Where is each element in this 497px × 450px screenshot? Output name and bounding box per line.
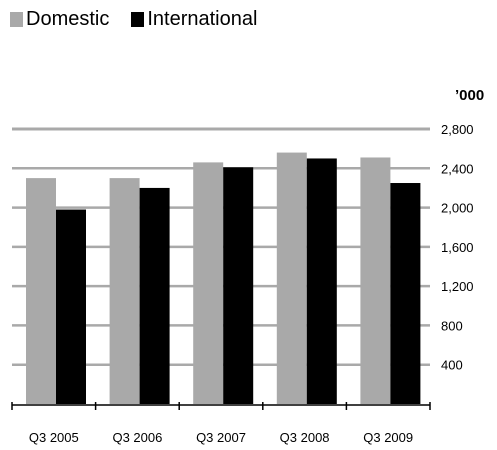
x-tick-label: Q3 2006 bbox=[112, 430, 162, 445]
y-tick-labels: 400 800 1,200 1,600 2,000 2,400 2,800 bbox=[441, 122, 474, 373]
y-tick-label: 2,400 bbox=[441, 161, 474, 176]
bar-domestic-q3-2009 bbox=[360, 157, 391, 404]
x-axis: Q3 2005 Q3 2006 Q3 2007 Q3 2008 Q3 2009 bbox=[11, 402, 431, 445]
legend-label-international: International bbox=[147, 7, 258, 30]
y-tick-label: 2,800 bbox=[441, 122, 474, 137]
legend-swatch-domestic bbox=[10, 11, 23, 27]
legend-item-international: International bbox=[131, 8, 257, 31]
bar-domestic-q3-2006 bbox=[109, 178, 140, 404]
x-tick-label: Q3 2007 bbox=[196, 430, 246, 445]
bar-domestic-q3-2008 bbox=[276, 152, 307, 404]
bar-international-q3-2006 bbox=[139, 187, 170, 404]
bars bbox=[26, 152, 421, 404]
bar-international-q3-2009 bbox=[390, 183, 421, 404]
x-tick-label: Q3 2005 bbox=[29, 430, 79, 445]
y-tick-label: 400 bbox=[441, 358, 463, 373]
legend-swatch-international bbox=[131, 11, 145, 27]
legend-label-domestic: Domestic bbox=[26, 7, 110, 30]
x-tick-label: Q3 2009 bbox=[363, 430, 413, 445]
legend: Domestic International bbox=[10, 6, 279, 32]
bar-domestic-q3-2005 bbox=[26, 178, 56, 404]
y-tick-label: 800 bbox=[441, 318, 463, 333]
bar-domestic-q3-2007 bbox=[193, 162, 224, 404]
legend-item-domestic: Domestic bbox=[10, 8, 109, 31]
bar-international-q3-2007 bbox=[223, 167, 254, 404]
y-tick-label: 1,200 bbox=[441, 279, 474, 294]
bar-international-q3-2005 bbox=[56, 209, 86, 404]
y-tick-label: 2,000 bbox=[441, 201, 474, 216]
y-tick-label: 1,600 bbox=[441, 240, 474, 255]
y-unit-label: ’000 bbox=[455, 87, 484, 104]
x-tick-label: Q3 2008 bbox=[280, 430, 330, 445]
bar-international-q3-2008 bbox=[306, 158, 337, 404]
